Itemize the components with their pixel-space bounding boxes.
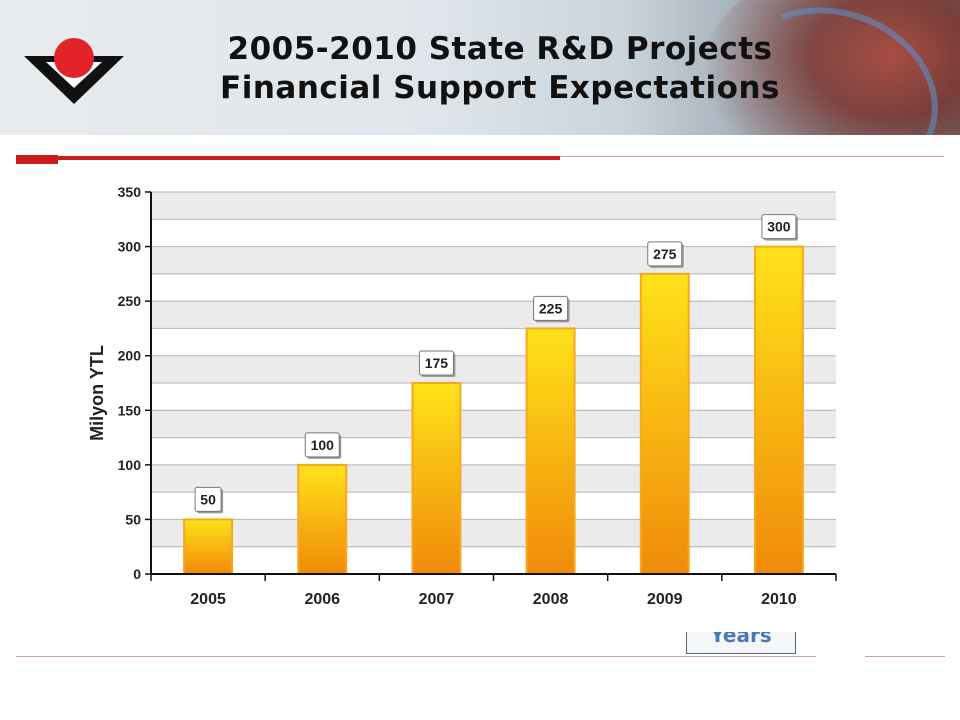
grid-band <box>151 192 836 220</box>
grid-band <box>151 519 836 547</box>
y-tick-label: 350 <box>118 184 142 200</box>
data-label: 175 <box>425 355 449 371</box>
grid-band <box>151 546 836 574</box>
bottom-divider <box>16 656 816 657</box>
bar <box>183 518 234 575</box>
y-tick-label: 300 <box>118 239 142 255</box>
grid-band <box>151 383 836 411</box>
x-tick-label: 2009 <box>647 591 683 608</box>
header-decoration <box>700 0 960 135</box>
x-tick-label: 2007 <box>419 591 455 608</box>
slide-title-line2: Financial Support Expectations <box>220 70 780 106</box>
data-label: 300 <box>767 219 791 235</box>
data-label-box <box>194 486 222 512</box>
accent-line <box>58 156 560 160</box>
grid-band <box>151 328 836 356</box>
grid-band <box>151 219 836 247</box>
bar <box>411 382 462 575</box>
data-label-box <box>304 432 340 458</box>
axes: 0 50 100 150 200 250 300 350 2005 2006 2007 2008 200… <box>118 184 837 608</box>
data-label: 50 <box>200 491 216 507</box>
grid-band <box>151 437 836 465</box>
bars <box>183 245 804 576</box>
grid-band <box>151 273 836 302</box>
slide-title-line1: 2005-2010 State R&D Projects <box>227 31 773 67</box>
x-tick-label: 2006 <box>304 591 340 608</box>
bar <box>753 245 804 575</box>
bar-chart: 0 50 100 150 200 250 300 350 2005 2006 2007 2008 200… <box>60 162 864 632</box>
y-tick-label: 0 <box>133 566 141 582</box>
x-tick-label: 2008 <box>533 591 569 608</box>
data-label: 275 <box>653 246 677 262</box>
bar <box>297 463 348 576</box>
grid-band <box>151 464 836 493</box>
y-tick-label: 100 <box>118 457 142 473</box>
data-label-box <box>761 214 797 240</box>
grid-band <box>151 410 836 438</box>
divider-line <box>560 156 944 157</box>
grid-band <box>151 246 836 274</box>
y-tick-label: 50 <box>125 511 141 527</box>
accent-bar <box>16 155 58 164</box>
y-tick-label: 250 <box>118 293 142 309</box>
grid <box>151 191 836 575</box>
x-tick-label: 2010 <box>761 591 797 608</box>
bar <box>525 327 576 575</box>
grid-band <box>151 301 836 329</box>
data-label-box <box>418 350 454 376</box>
slide-header: 2005-2010 State R&D Projects Financial S… <box>0 0 960 135</box>
x-tick-label: 2005 <box>190 591 226 608</box>
data-label-box <box>533 295 569 321</box>
bar-chart-svg: 0 50 100 150 200 250 300 350 2005 2006 2007 2008 200… <box>87 184 837 608</box>
grid-band <box>151 355 836 383</box>
bar <box>639 272 690 575</box>
y-axis-title: Milyon YTL <box>87 345 107 441</box>
y-tick-label: 200 <box>118 348 142 364</box>
y-tick-label: 150 <box>118 402 142 418</box>
data-label-box <box>647 241 683 267</box>
grid-band <box>151 492 836 520</box>
data-label: 225 <box>539 300 563 316</box>
data-labels: 50 100 175 225 275 300 <box>194 214 798 514</box>
data-label: 100 <box>311 437 335 453</box>
slide-title: 2005-2010 State R&D Projects Financial S… <box>150 30 850 108</box>
bottom-divider-right <box>865 656 945 657</box>
logo-icon <box>24 38 124 104</box>
